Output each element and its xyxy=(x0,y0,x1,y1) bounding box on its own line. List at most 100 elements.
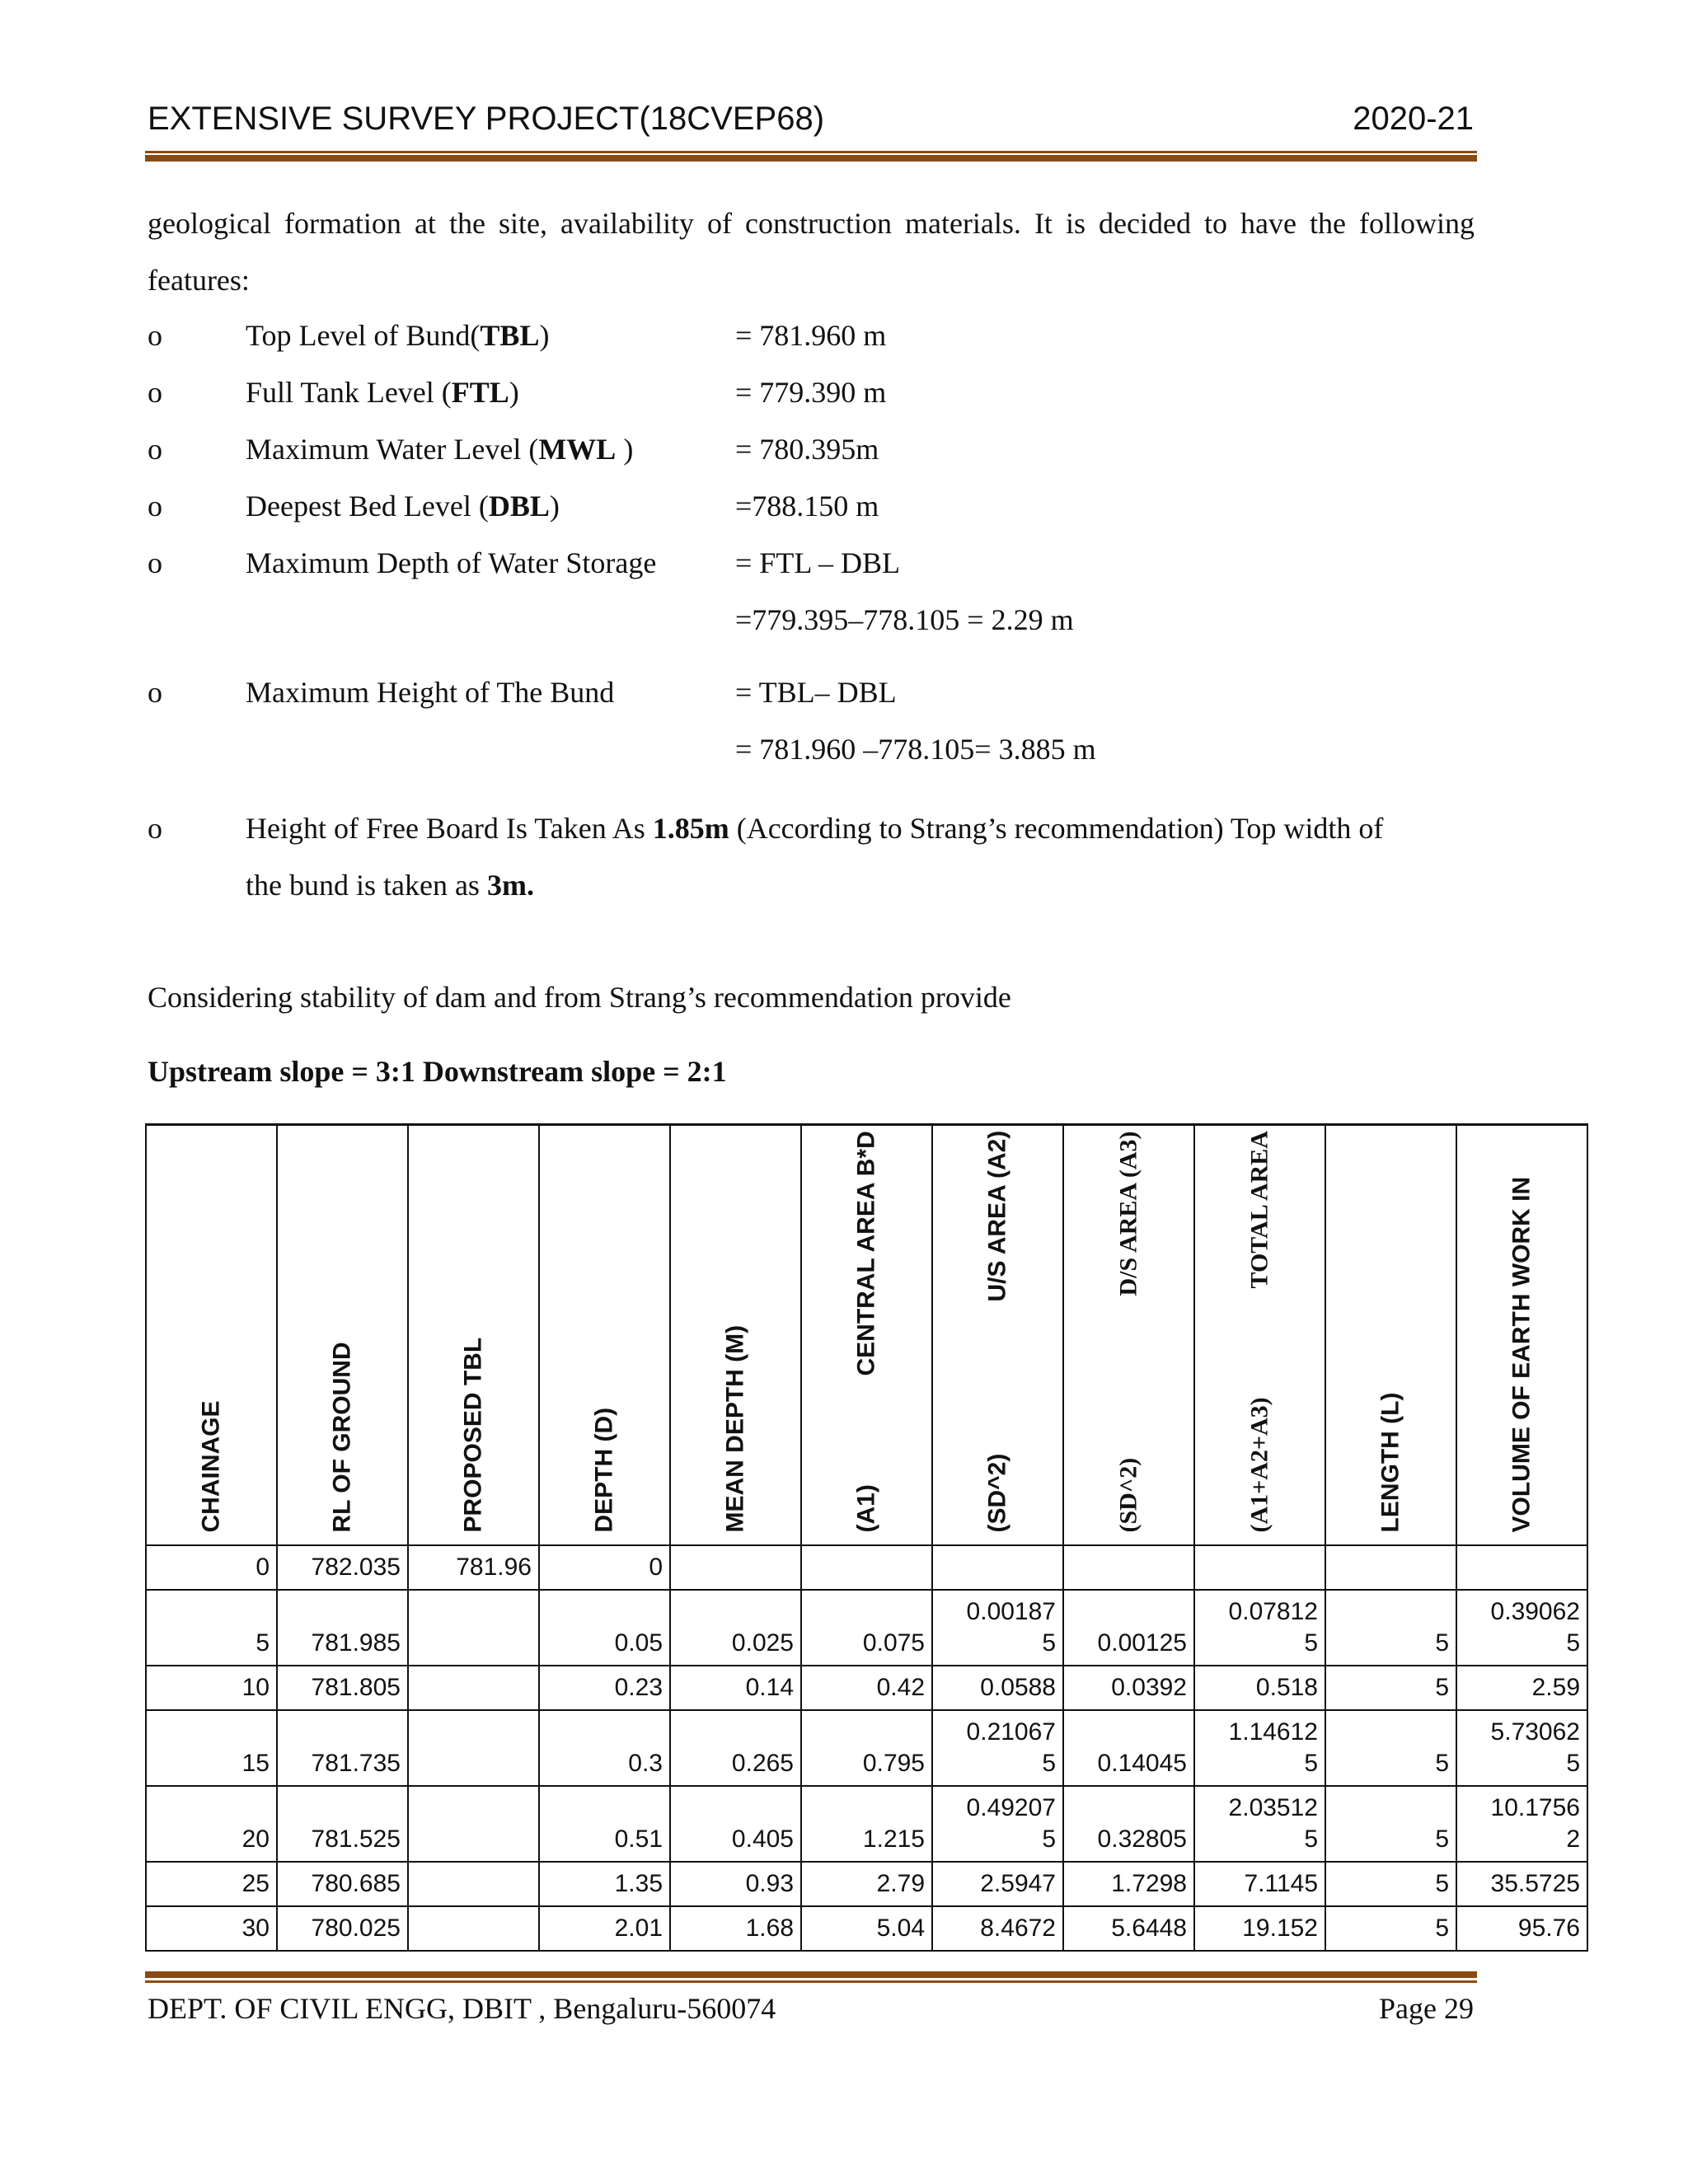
table-cell: 780.685 xyxy=(276,1860,409,1907)
table-cell: 0.390625 xyxy=(1456,1588,1588,1666)
bullet xyxy=(148,800,246,914)
table-cell: 0.0392 xyxy=(1062,1664,1195,1711)
table-row: 5 781.985 0.05 0.025 0.075 0.001875 0.00125 0.0… xyxy=(145,1588,1588,1666)
header-main: D/S AREA (A3) xyxy=(1114,1131,1142,1296)
empty-cell xyxy=(407,1905,540,1952)
bullet xyxy=(148,421,246,478)
feature-item: Full Tank Level (FTL)= 779.390 m xyxy=(148,364,1074,421)
table-cell: 781.96 xyxy=(407,1544,540,1591)
table-cell: 10.17562 xyxy=(1456,1784,1588,1863)
table-cell: 0.025 xyxy=(669,1588,802,1666)
text-run: ) xyxy=(616,433,634,466)
empty-cell xyxy=(1193,1544,1326,1591)
table-cell: 0.3 xyxy=(538,1708,671,1787)
table-cell: 0.405 xyxy=(669,1784,802,1863)
header-cell: CHAINAGE xyxy=(145,1123,278,1546)
text-run: ) xyxy=(539,319,550,352)
feature-list: Maximum Height of The Bund = TBL– DBL = 78… xyxy=(148,664,1096,778)
header-main: MEAN DEPTH (M) xyxy=(721,1324,749,1533)
table-cell: 1.35 xyxy=(538,1860,671,1907)
table-cell: 7.1145 xyxy=(1193,1860,1326,1907)
header-cell: (A1+A2+A3) TOTAL AREA xyxy=(1193,1123,1326,1546)
header-title: EXTENSIVE SURVEY PROJECT(18CVEP68) xyxy=(148,101,825,137)
header-text: DEPTH (D) xyxy=(543,1131,666,1533)
header-main: PROPOSED TBL xyxy=(459,1337,487,1533)
table-cell: 0.210675 xyxy=(931,1708,1064,1787)
header-text: RL OF GROUND xyxy=(281,1131,404,1532)
table-cell: 5 xyxy=(1325,1664,1457,1711)
table-cell: 0.795 xyxy=(800,1708,933,1787)
header-cell: MEAN DEPTH (M) xyxy=(669,1123,802,1546)
footer-rule xyxy=(145,1971,1477,1978)
text-run: Full Tank Level ( xyxy=(246,376,452,409)
table-cell: 5.730625 xyxy=(1456,1708,1588,1787)
feature-value: =788.150 m xyxy=(735,478,1074,535)
table-row: 0 782.035 781.96 0 xyxy=(145,1544,1588,1591)
value-line: = TBL– DBL xyxy=(735,676,897,709)
value-line: = 779.390 m xyxy=(735,376,887,409)
table-cell: 781.525 xyxy=(276,1784,409,1863)
bullet xyxy=(148,664,246,778)
earthwork-table: CHAINAGE RL OF GROUND PROPOSED TBL DEPTH (D… xyxy=(145,1123,1588,1952)
empty-cell xyxy=(1062,1544,1195,1591)
feature-value: = FTL – DBL =779.395–778.105 = 2.29 m xyxy=(735,535,1074,649)
header-main: TOTAL AREA xyxy=(1245,1131,1273,1289)
table-cell: 2.79 xyxy=(800,1860,933,1907)
bullet xyxy=(148,478,246,535)
feature-item: Top Level of Bund(TBL)= 781.960 m xyxy=(148,307,1074,364)
feature-value: = TBL– DBL = 781.960 –778.105= 3.885 m xyxy=(735,664,1096,778)
header-cell: (SD^2) U/S AREA (A2) xyxy=(931,1123,1064,1546)
empty-cell xyxy=(407,1588,540,1666)
table-cell: 95.76 xyxy=(1456,1905,1588,1952)
table-body: 0 782.035 781.96 0 5 781.985 0.05 0.025 0.075 0.0… xyxy=(145,1544,1588,1952)
header-main: LENGTH (L) xyxy=(1376,1392,1404,1533)
table-cell: 2.5947 xyxy=(931,1860,1064,1907)
header-text: PROPOSED TBL xyxy=(412,1131,535,1533)
table-cell: 781.735 xyxy=(276,1708,409,1787)
table-cell: 0.51 xyxy=(538,1784,671,1863)
text-run: Maximum Depth of Water Storage xyxy=(246,546,657,579)
feature-value: = 780.395m xyxy=(735,421,1074,478)
bullet xyxy=(148,307,246,364)
feature-item: Deepest Bed Level (DBL)=788.150 m xyxy=(148,478,1074,535)
footer-rule xyxy=(145,1980,1477,1983)
table-cell: 5.6448 xyxy=(1062,1905,1195,1952)
empty-cell xyxy=(407,1708,540,1787)
table-cell: 5 xyxy=(1325,1784,1457,1863)
table-cell: 0.23 xyxy=(538,1664,671,1711)
table-cell: 2.59 xyxy=(1456,1664,1588,1711)
bullet xyxy=(148,535,246,649)
table-cell: 0.93 xyxy=(669,1860,802,1907)
table-cell: 5 xyxy=(1325,1905,1457,1952)
table-cell: 0 xyxy=(538,1544,671,1591)
bold-run: 1.85m xyxy=(652,812,729,845)
freeboard-text: Height of Free Board Is Taken As 1.85m (… xyxy=(246,800,1425,914)
table-cell: 0.075 xyxy=(800,1588,933,1666)
header-cell: VOLUME OF EARTH WORK IN xyxy=(1456,1123,1588,1546)
table-row: 25 780.685 1.35 0.93 2.79 2.5947 1.7298 7.1145 5… xyxy=(145,1860,1588,1907)
intro-paragraph: geological formation at the site, availa… xyxy=(148,207,1475,297)
header-sub: (A1+A2+A3) xyxy=(1245,1397,1273,1533)
header-text: CHAINAGE xyxy=(150,1131,273,1532)
table-cell: 5.04 xyxy=(800,1905,933,1952)
text-run: ) xyxy=(549,490,560,523)
table-cell: 0.14045 xyxy=(1062,1708,1195,1787)
table-cell: 19.152 xyxy=(1193,1905,1326,1952)
feature-label: Full Tank Level (FTL) xyxy=(246,364,735,421)
feature-label: Top Level of Bund(TBL) xyxy=(246,307,735,364)
header-cell: PROPOSED TBL xyxy=(407,1123,540,1546)
table-cell: 782.035 xyxy=(276,1544,409,1591)
table-cell: 25 xyxy=(145,1860,278,1907)
header-text: (A1) CENTRAL AREA B*D xyxy=(805,1131,928,1533)
table-cell: 780.025 xyxy=(276,1905,409,1952)
feature-value: = 779.390 m xyxy=(735,364,1074,421)
table-cell: 1.146125 xyxy=(1193,1708,1326,1787)
table-cell: 1.68 xyxy=(669,1905,802,1952)
table-cell: 8.4672 xyxy=(931,1905,1064,1952)
empty-cell xyxy=(1325,1544,1457,1591)
bullet xyxy=(148,364,246,421)
table-cell: 20 xyxy=(145,1784,278,1863)
table-cell: 1.7298 xyxy=(1062,1860,1195,1907)
table-cell: 0.32805 xyxy=(1062,1784,1195,1863)
